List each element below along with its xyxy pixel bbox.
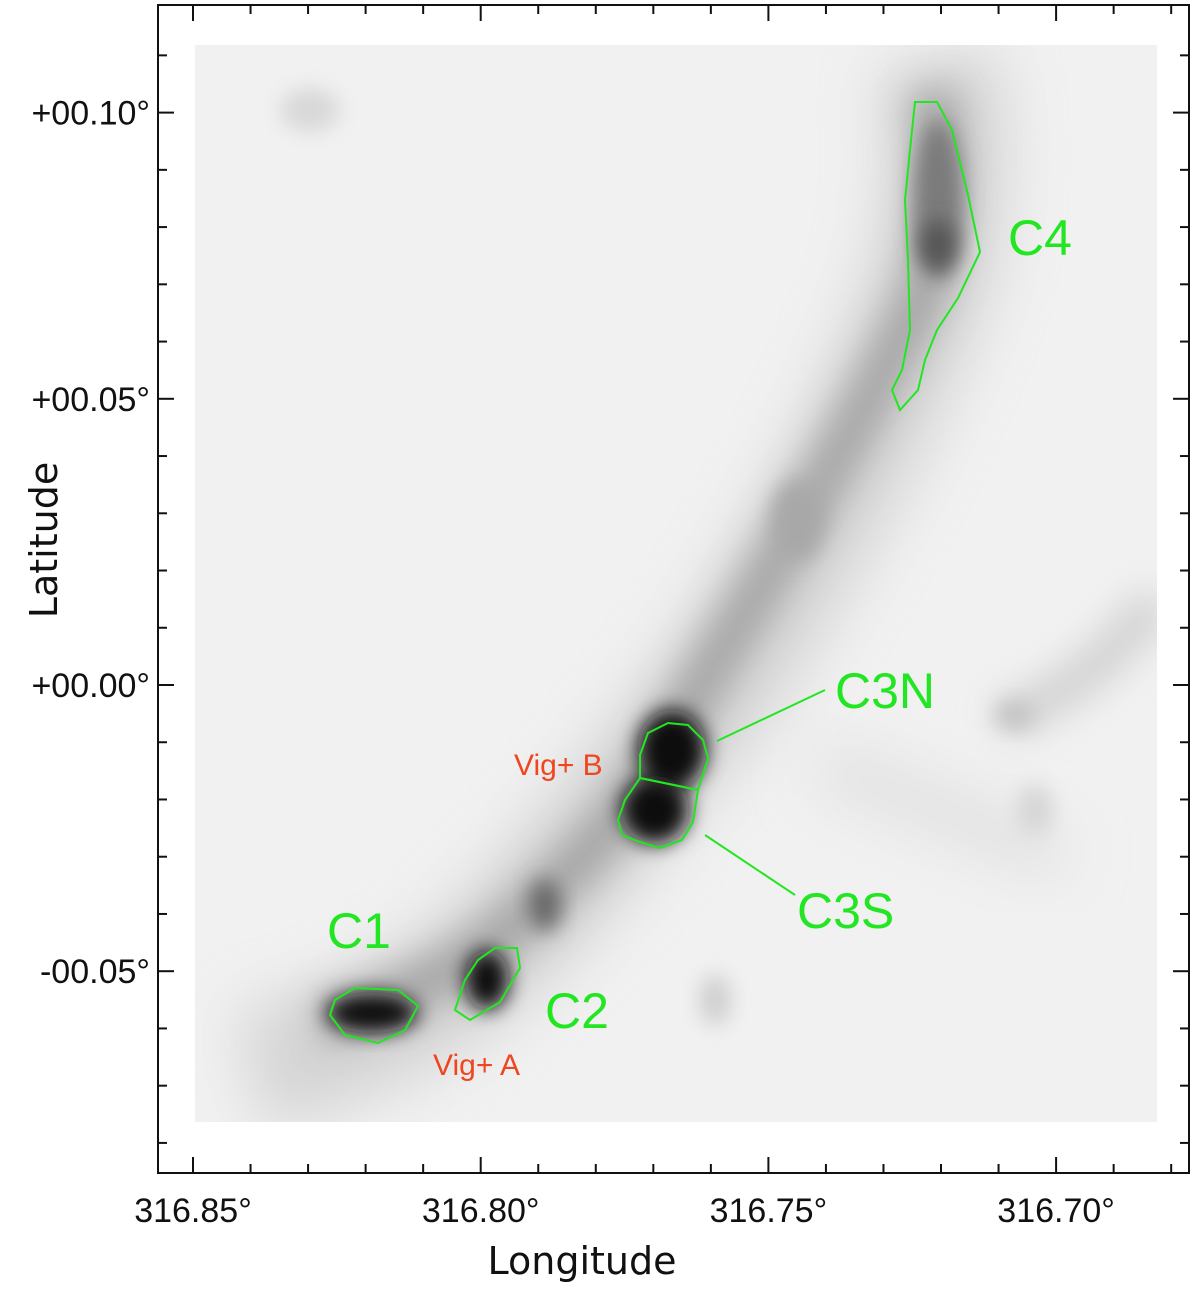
clump-emission [920,220,956,270]
faint-blob [995,701,1035,729]
label-vig-b: Vig+ B [514,749,603,782]
y-axis-title: Latitude [22,462,66,618]
contour-c2 [453,947,522,1022]
filament-core [314,84,964,1043]
x-tick-label: 316.75° [710,1192,828,1230]
y-tick-label: +00.05° [31,381,150,419]
clump-labels: C1 C2 C3N C3S C4 [327,210,1072,1039]
source-labels: Vig+ A Vig+ B [433,749,603,1082]
leader-line-c3n [716,689,826,742]
leader-line-c3s [704,834,796,896]
label-c4: C4 [1008,210,1072,266]
clump-emission [529,879,561,931]
clump-emission [465,950,509,1010]
contour-c1 [328,986,420,1045]
contour-c4 [890,101,982,412]
label-c3s: C3S [797,883,894,939]
x-tick-label: 316.85° [134,1192,252,1230]
contour-c3n [639,721,710,792]
x-axis: 316.85° 316.80° 316.75° 316.70° [134,5,1173,1230]
secondary-streak [811,742,1069,878]
clump-contours [328,101,982,1045]
x-tick-label: 316.80° [422,1192,540,1230]
map-background [195,45,1157,1122]
faint-blob [280,88,340,132]
emission-map [236,45,1157,1122]
label-c3n: C3N [835,663,935,719]
y-tick-label: +00.10° [31,95,150,133]
faint-blob [1017,784,1053,836]
contour-c3s [616,776,700,850]
label-c2: C2 [545,983,609,1039]
x-tick-label: 316.70° [997,1192,1115,1230]
clump-emission [621,776,689,844]
leader-lines [704,689,826,896]
axes-frame [157,4,1190,1174]
label-vig-a: Vig+ A [433,1049,520,1082]
y-tick-label: -00.05° [40,953,150,991]
x-axis-title: Longitude [488,1239,677,1283]
faint-blob [699,974,731,1026]
label-c1: C1 [327,903,391,959]
clump-emission [326,993,418,1033]
y-axis: +00.10° +00.05° +00.00° -00.05° [31,54,1189,1144]
clump-emission [772,480,824,560]
y-tick-label: +00.00° [31,667,150,705]
